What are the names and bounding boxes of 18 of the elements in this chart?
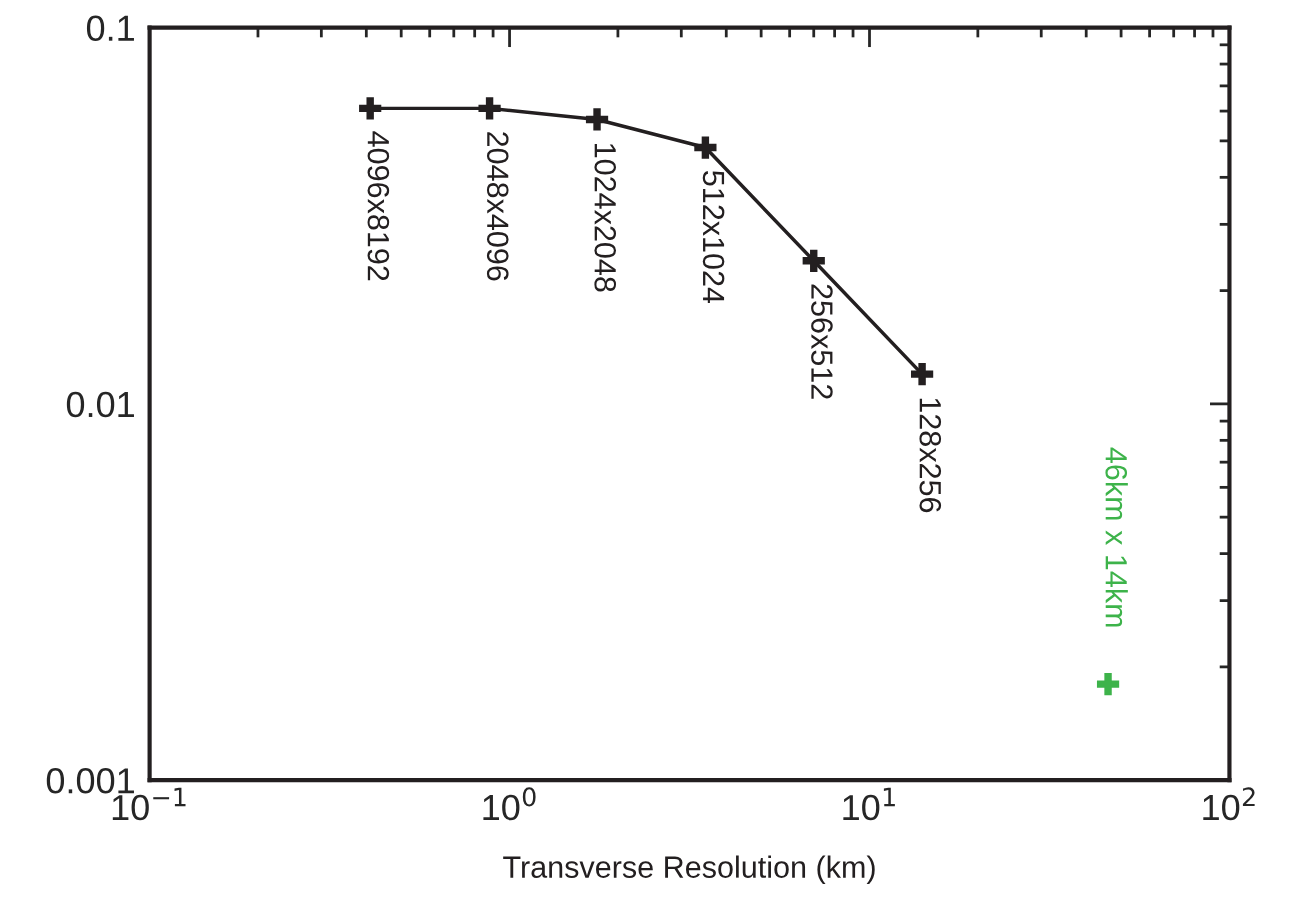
point xyxy=(585,108,609,131)
point xyxy=(802,249,825,272)
annotation: 1024x2048 xyxy=(594,144,617,292)
point xyxy=(478,97,501,120)
annotation: 512x1024 xyxy=(702,170,725,304)
annotation: 46km x 14km xyxy=(1105,447,1128,627)
x-tick-label: 10$^{1}$ xyxy=(843,787,895,821)
y-tick-label: 0.01 xyxy=(66,391,134,418)
annotation: 256x512 xyxy=(811,284,833,399)
x-axis-title: Transverse Resolution (km) xyxy=(503,855,875,884)
annotation: 128x256 xyxy=(919,398,942,513)
annotation: 2048x4096 xyxy=(486,132,509,281)
y-tick-label: 0.1 xyxy=(86,15,134,42)
annotation: 4096x8192 xyxy=(367,131,390,281)
point xyxy=(910,362,934,386)
x-tick-label: 10$^{0}$ xyxy=(483,787,536,821)
point xyxy=(694,136,717,159)
x-tick-label: 10$^{2}$ xyxy=(1203,787,1255,821)
